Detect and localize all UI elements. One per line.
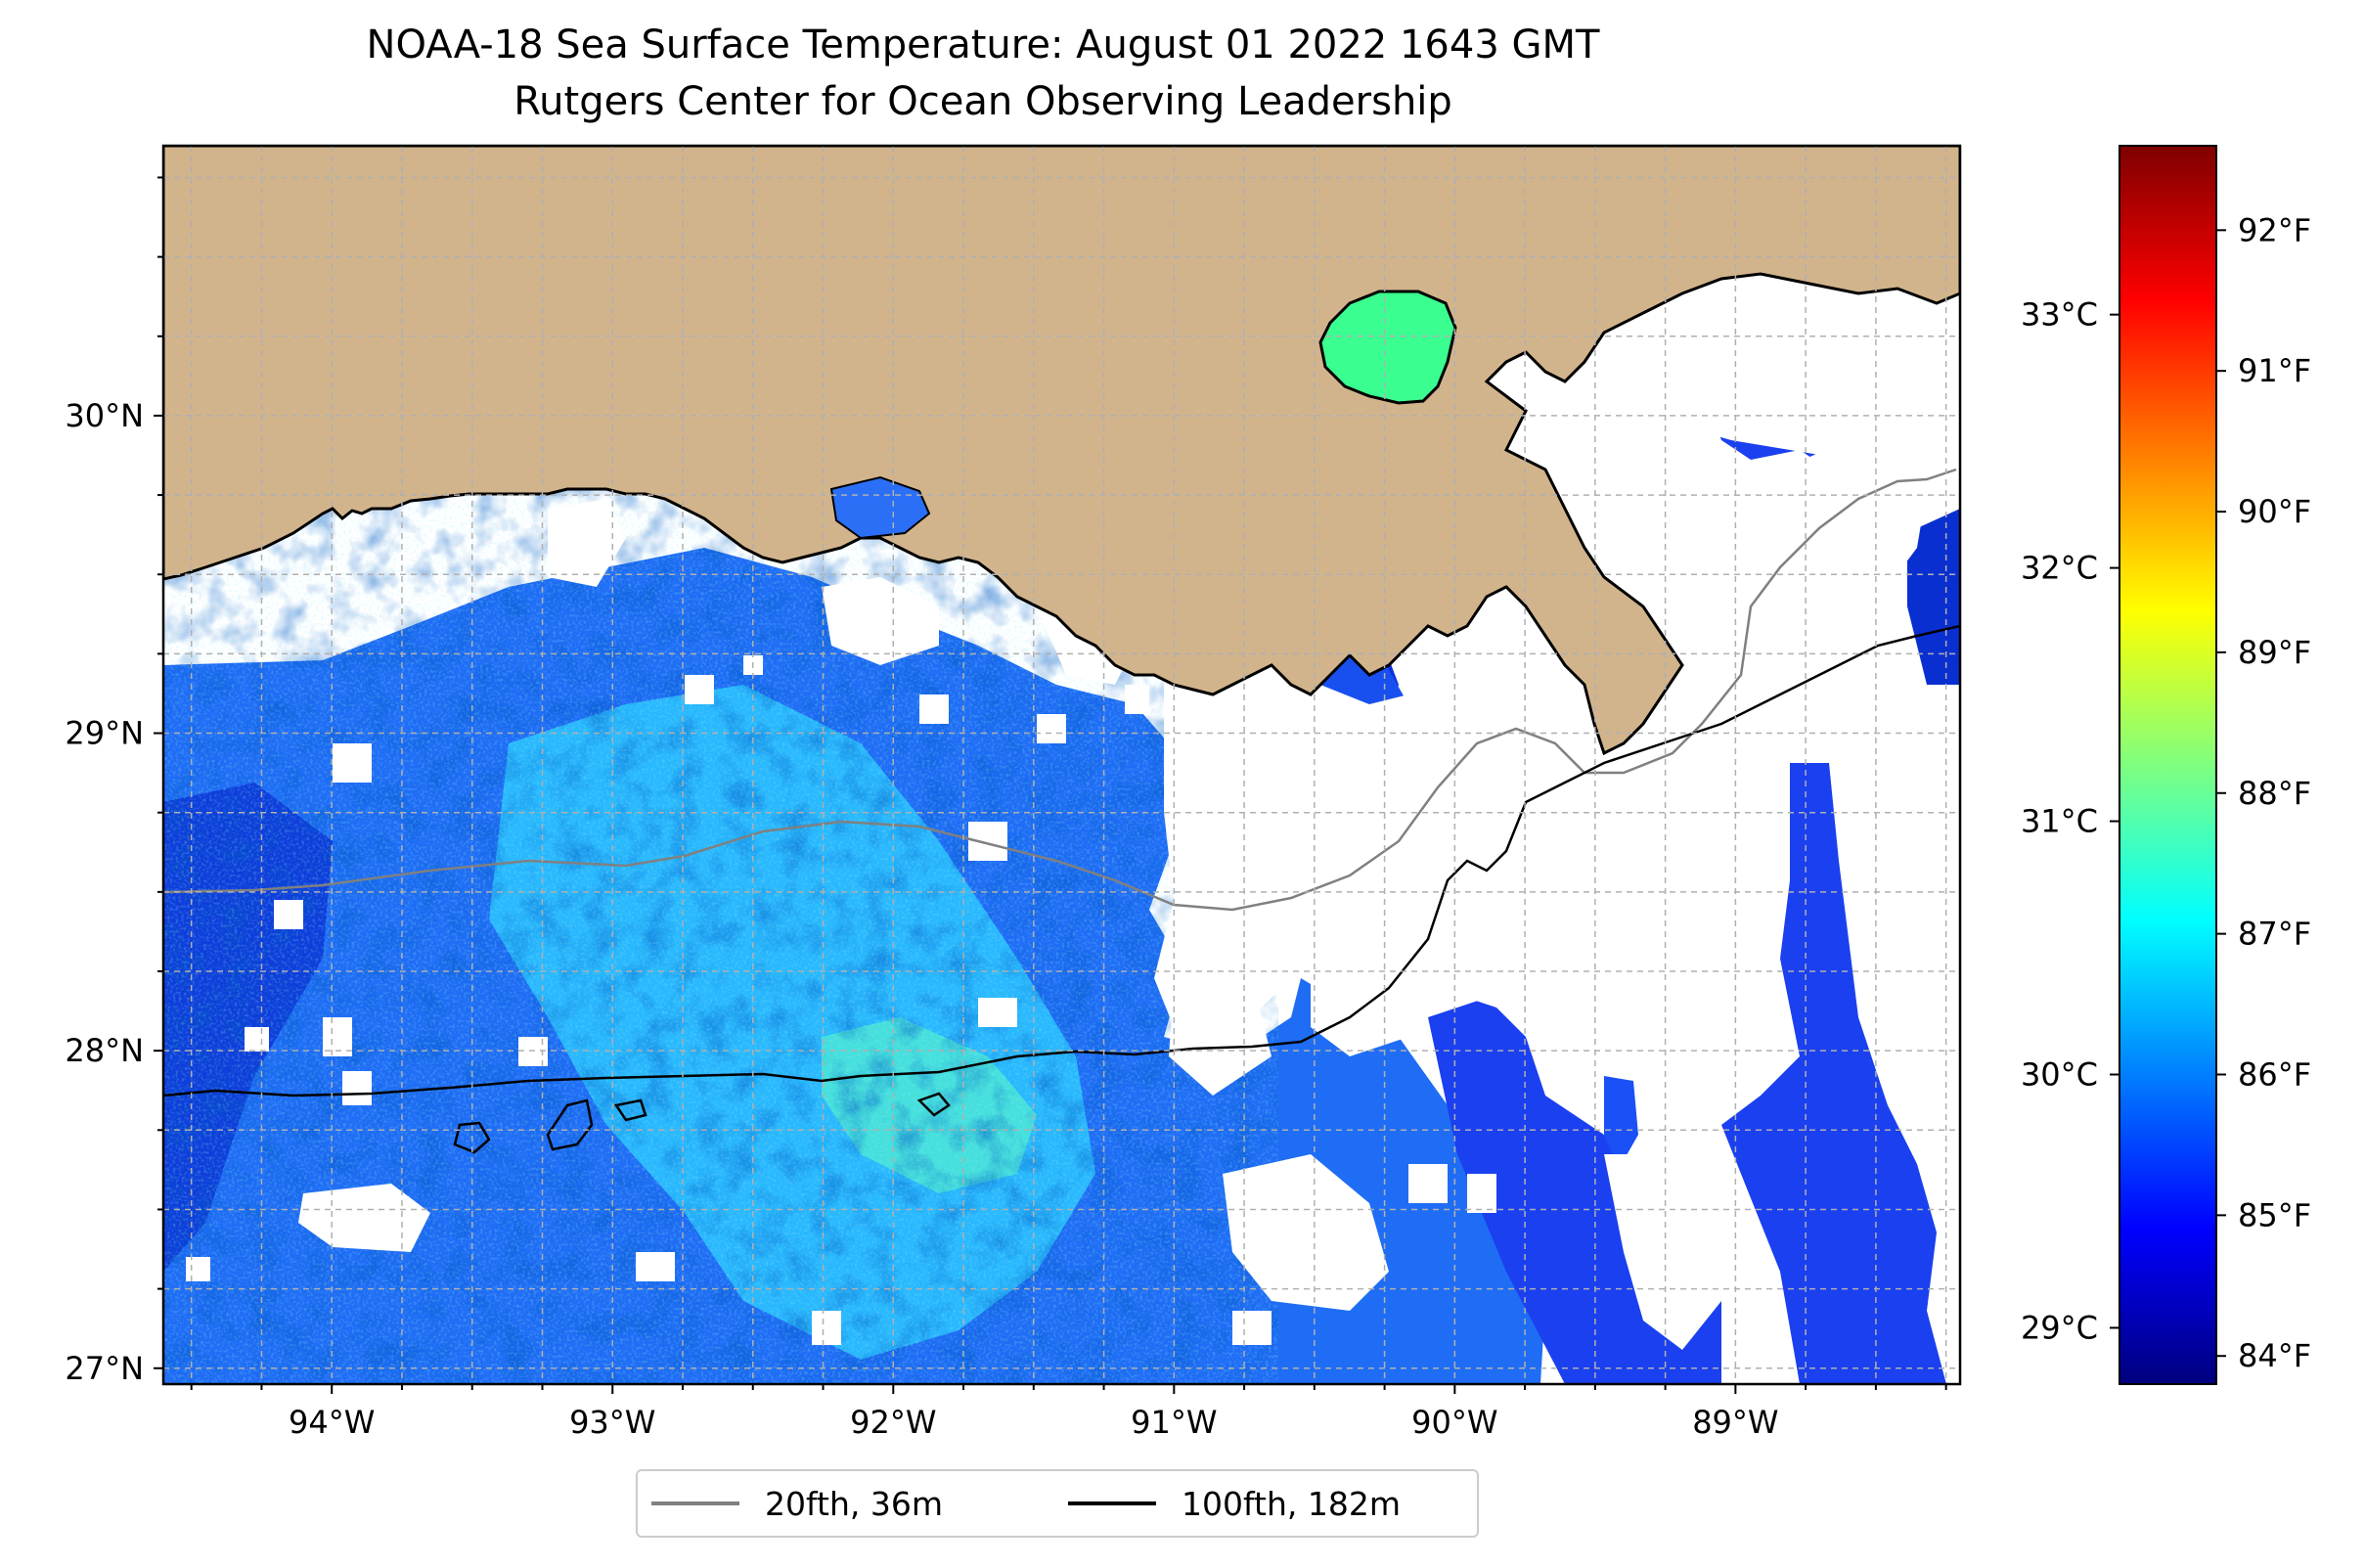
cloud-small-12 bbox=[636, 1252, 675, 1281]
cloud-small-6 bbox=[919, 694, 949, 724]
cloud-sw-1 bbox=[1169, 978, 1272, 1096]
colorbar-f-label: 90°F bbox=[2238, 493, 2311, 530]
cloud-coastal-west bbox=[822, 577, 939, 665]
cloud-small-4 bbox=[342, 1071, 372, 1105]
legend-swatch-20fth bbox=[651, 1501, 739, 1505]
lat-tick-label: 28°N bbox=[65, 1032, 144, 1069]
cloud-small-14 bbox=[518, 1037, 548, 1066]
colorbar-c-label: 29°C bbox=[2021, 1309, 2098, 1346]
sst-east-strip bbox=[1721, 763, 1946, 1384]
contour-20fth bbox=[163, 468, 1957, 912]
map-frame bbox=[161, 144, 1962, 1386]
lake-calcasieu-outline bbox=[829, 475, 931, 540]
legend-label-100fth: 100fth, 182m bbox=[1182, 1484, 1401, 1523]
cloud-small-3 bbox=[245, 1027, 269, 1052]
latitude-axis: 30°N 29°N 28°N 27°N bbox=[65, 176, 163, 1387]
legend-item-20fth: 20fth, 36m bbox=[651, 1471, 943, 1536]
cloud-small-10 bbox=[1125, 685, 1149, 714]
contour-legend: 20fth, 36m 100fth, 182m bbox=[636, 1469, 1479, 1538]
longitude-axis: 94°W 93°W 92°W 91°W 90°W 89°W bbox=[190, 1384, 1947, 1441]
colorbar-c-label: 33°C bbox=[2021, 296, 2098, 334]
cloud-small-16 bbox=[978, 998, 1017, 1027]
cloud-small-11 bbox=[323, 1017, 352, 1056]
colorbar bbox=[2119, 145, 2217, 1385]
colorbar-f-label: 84°F bbox=[2238, 1337, 2311, 1374]
lon-tick-label: 92°W bbox=[850, 1404, 936, 1441]
cloud-small-17 bbox=[1408, 1164, 1448, 1203]
cloud-small-19 bbox=[1232, 1311, 1272, 1345]
lon-tick-label: 91°W bbox=[1131, 1404, 1217, 1441]
colorbar-f-label: 88°F bbox=[2238, 775, 2311, 812]
cloud-coastal-mid bbox=[548, 499, 626, 587]
chart-title: NOAA-18 Sea Surface Temperature: August … bbox=[366, 22, 1600, 67]
cloud-small-7 bbox=[1037, 714, 1066, 743]
cloud-small-5 bbox=[968, 822, 1007, 861]
map-area bbox=[163, 146, 1960, 1384]
cloud-delta-plume bbox=[1154, 421, 1960, 1056]
cloud-small-15 bbox=[186, 1257, 210, 1281]
colorbar-c-label: 31°C bbox=[2021, 803, 2098, 840]
legend-label-20fth: 20fth, 36m bbox=[765, 1484, 943, 1523]
contour-100fth-islands bbox=[453, 1092, 951, 1154]
lon-tick-label: 89°W bbox=[1692, 1404, 1778, 1441]
colorbar-f-label: 86°F bbox=[2238, 1056, 2311, 1094]
chart-subtitle: Rutgers Center for Ocean Observing Leade… bbox=[513, 79, 1452, 124]
lake-pontchartrain-outline bbox=[1318, 290, 1457, 405]
lat-tick-label: 30°N bbox=[65, 397, 144, 434]
sst-far-east-patch bbox=[1907, 509, 1960, 685]
lat-tick-label: 27°N bbox=[65, 1350, 144, 1387]
colorbar-f-label: 87°F bbox=[2238, 916, 2311, 953]
lon-tick-label: 94°W bbox=[289, 1404, 375, 1441]
cloud-small-13 bbox=[812, 1311, 841, 1345]
lat-tick-label: 29°N bbox=[65, 715, 144, 752]
lon-tick-label: 93°W bbox=[569, 1404, 655, 1441]
cloud-south-east bbox=[1604, 1154, 1721, 1350]
colorbar-f-label: 89°F bbox=[2238, 634, 2311, 671]
cloud-small-18 bbox=[1467, 1174, 1496, 1213]
colorbar-c-label: 30°C bbox=[2021, 1056, 2098, 1094]
cloud-east-bay bbox=[1487, 293, 1960, 528]
sst-small-blob bbox=[1604, 1076, 1638, 1169]
colorbar-f-label: 85°F bbox=[2238, 1196, 2311, 1233]
cloud-small-1 bbox=[333, 743, 372, 783]
lon-tick-label: 90°W bbox=[1411, 1404, 1497, 1441]
cloud-southeast-lower bbox=[1223, 1154, 1389, 1311]
colorbar-fahrenheit-axis: 84°F 85°F 86°F 87°F 88°F 89°F 90°F 91°F 92°F bbox=[2216, 211, 2311, 1374]
colorbar-c-label: 32°C bbox=[2021, 550, 2098, 587]
legend-swatch-100fth bbox=[1068, 1501, 1156, 1505]
legend-item-100fth: 100fth, 182m bbox=[1068, 1471, 1401, 1536]
colorbar-celsius-axis: 29°C 30°C 31°C 32°C 33°C bbox=[2021, 296, 2120, 1346]
contour-100fth bbox=[163, 624, 1960, 1098]
colorbar-f-label: 91°F bbox=[2238, 352, 2311, 389]
colorbar-f-label: 92°F bbox=[2238, 211, 2311, 248]
map-gridlines bbox=[163, 146, 1960, 1384]
cloud-small-2 bbox=[274, 900, 303, 929]
cloud-small-8 bbox=[685, 675, 714, 704]
